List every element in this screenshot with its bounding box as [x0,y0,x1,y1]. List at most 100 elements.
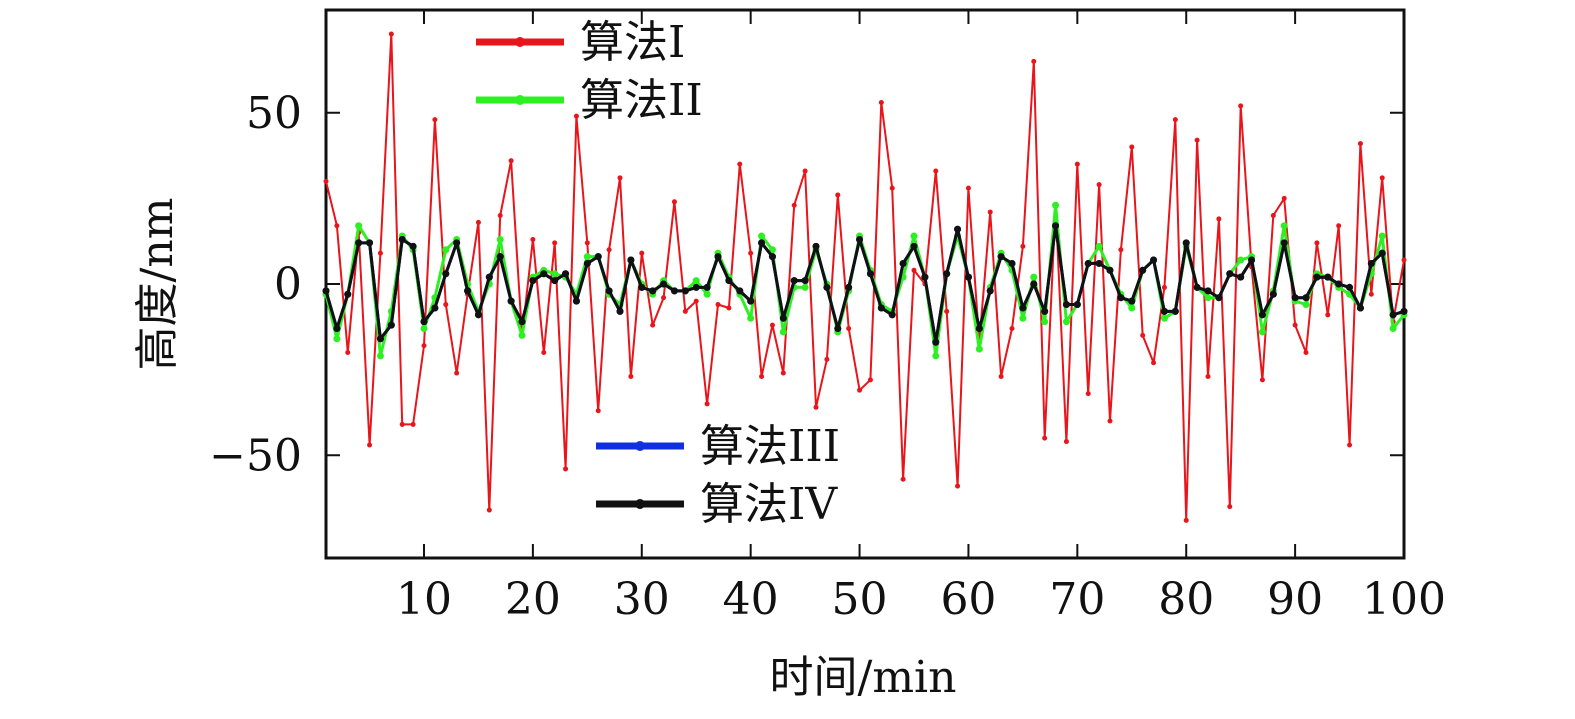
data-point [1357,141,1363,147]
data-point [627,256,635,264]
data-point [649,287,657,295]
data-point [399,421,405,427]
data-point [1073,301,1081,309]
legend-marker [635,499,645,509]
data-point [1020,243,1026,249]
data-point [910,242,918,250]
x-axis-title: 时间/min [770,652,957,703]
data-point [900,476,906,482]
data-point [464,287,472,295]
data-point [334,223,340,229]
data-point [1313,273,1321,281]
data-point [1194,137,1200,143]
data-point [801,277,809,285]
data-point [790,277,798,285]
data-point [1193,283,1201,291]
legend-layer: 算法I 算法II 算法III 算法IV [476,17,840,530]
data-point [1128,297,1136,305]
data-point [703,283,711,291]
data-point [1269,290,1277,298]
data-point [768,246,776,254]
data-point [726,305,732,311]
data-point [474,311,482,319]
x-tick-label: 80 [1158,574,1214,625]
data-point [779,328,787,336]
data-point [671,199,677,205]
data-point [888,311,896,319]
data-point [1314,240,1320,246]
data-point [703,290,711,298]
legend-entry: 算法III [596,421,840,472]
data-point [420,325,428,333]
data-point [944,308,950,314]
data-point [943,270,951,278]
data-point [1172,117,1178,123]
data-point [747,314,755,322]
data-point [964,273,972,281]
data-point [737,161,743,167]
data-point [1270,213,1276,218]
data-point [431,304,439,312]
data-point [1237,256,1245,264]
data-point [1128,304,1136,312]
data-point [1041,307,1049,315]
data-point [376,335,384,343]
data-point [866,270,874,278]
data-point [965,185,971,191]
data-point [1389,325,1397,333]
data-point [518,318,526,326]
data-point [507,297,515,305]
data-point [1139,266,1147,274]
data-point [1008,259,1016,267]
data-point [769,322,775,328]
data-point [1074,161,1080,167]
series-4 [322,222,1408,346]
data-point [1216,216,1222,222]
data-point [779,314,787,322]
data-point [867,377,873,383]
data-point [1129,144,1135,150]
data-point [1161,284,1167,290]
data-point [997,253,1005,261]
data-point [486,507,492,513]
data-point [693,298,699,304]
data-point [1248,256,1256,264]
legend-marker [515,95,525,105]
data-point [628,373,634,379]
data-point [1389,311,1397,319]
data-point [398,235,406,243]
data-point [975,345,983,353]
data-point [1031,58,1037,64]
y-tick-label: 0 [274,259,302,310]
data-point [758,239,766,247]
data-point [1226,270,1234,278]
data-point [1095,242,1103,250]
legend-label: 算法III [700,421,840,472]
data-point [660,280,668,288]
data-point [692,277,700,285]
data-point [857,387,863,393]
data-point [791,202,797,208]
data-point [1280,222,1288,230]
data-point [552,240,558,246]
x-tick-label: 60 [940,574,996,625]
data-point [1378,232,1386,240]
data-point [1280,239,1288,247]
data-point [834,325,842,333]
data-point [1204,294,1212,302]
legend-label: 算法II [580,75,703,126]
data-point [1324,273,1332,281]
x-tick-label: 100 [1362,574,1446,625]
data-point [639,250,645,256]
data-point [1085,391,1091,397]
data-point [1183,517,1189,523]
data-point [1336,223,1342,229]
data-point [453,239,461,247]
data-point [1160,314,1168,322]
data-point [780,370,786,376]
data-point [932,338,940,346]
data-point [1062,301,1070,309]
data-point [1292,322,1298,328]
data-point [530,236,536,242]
data-point [877,304,885,312]
